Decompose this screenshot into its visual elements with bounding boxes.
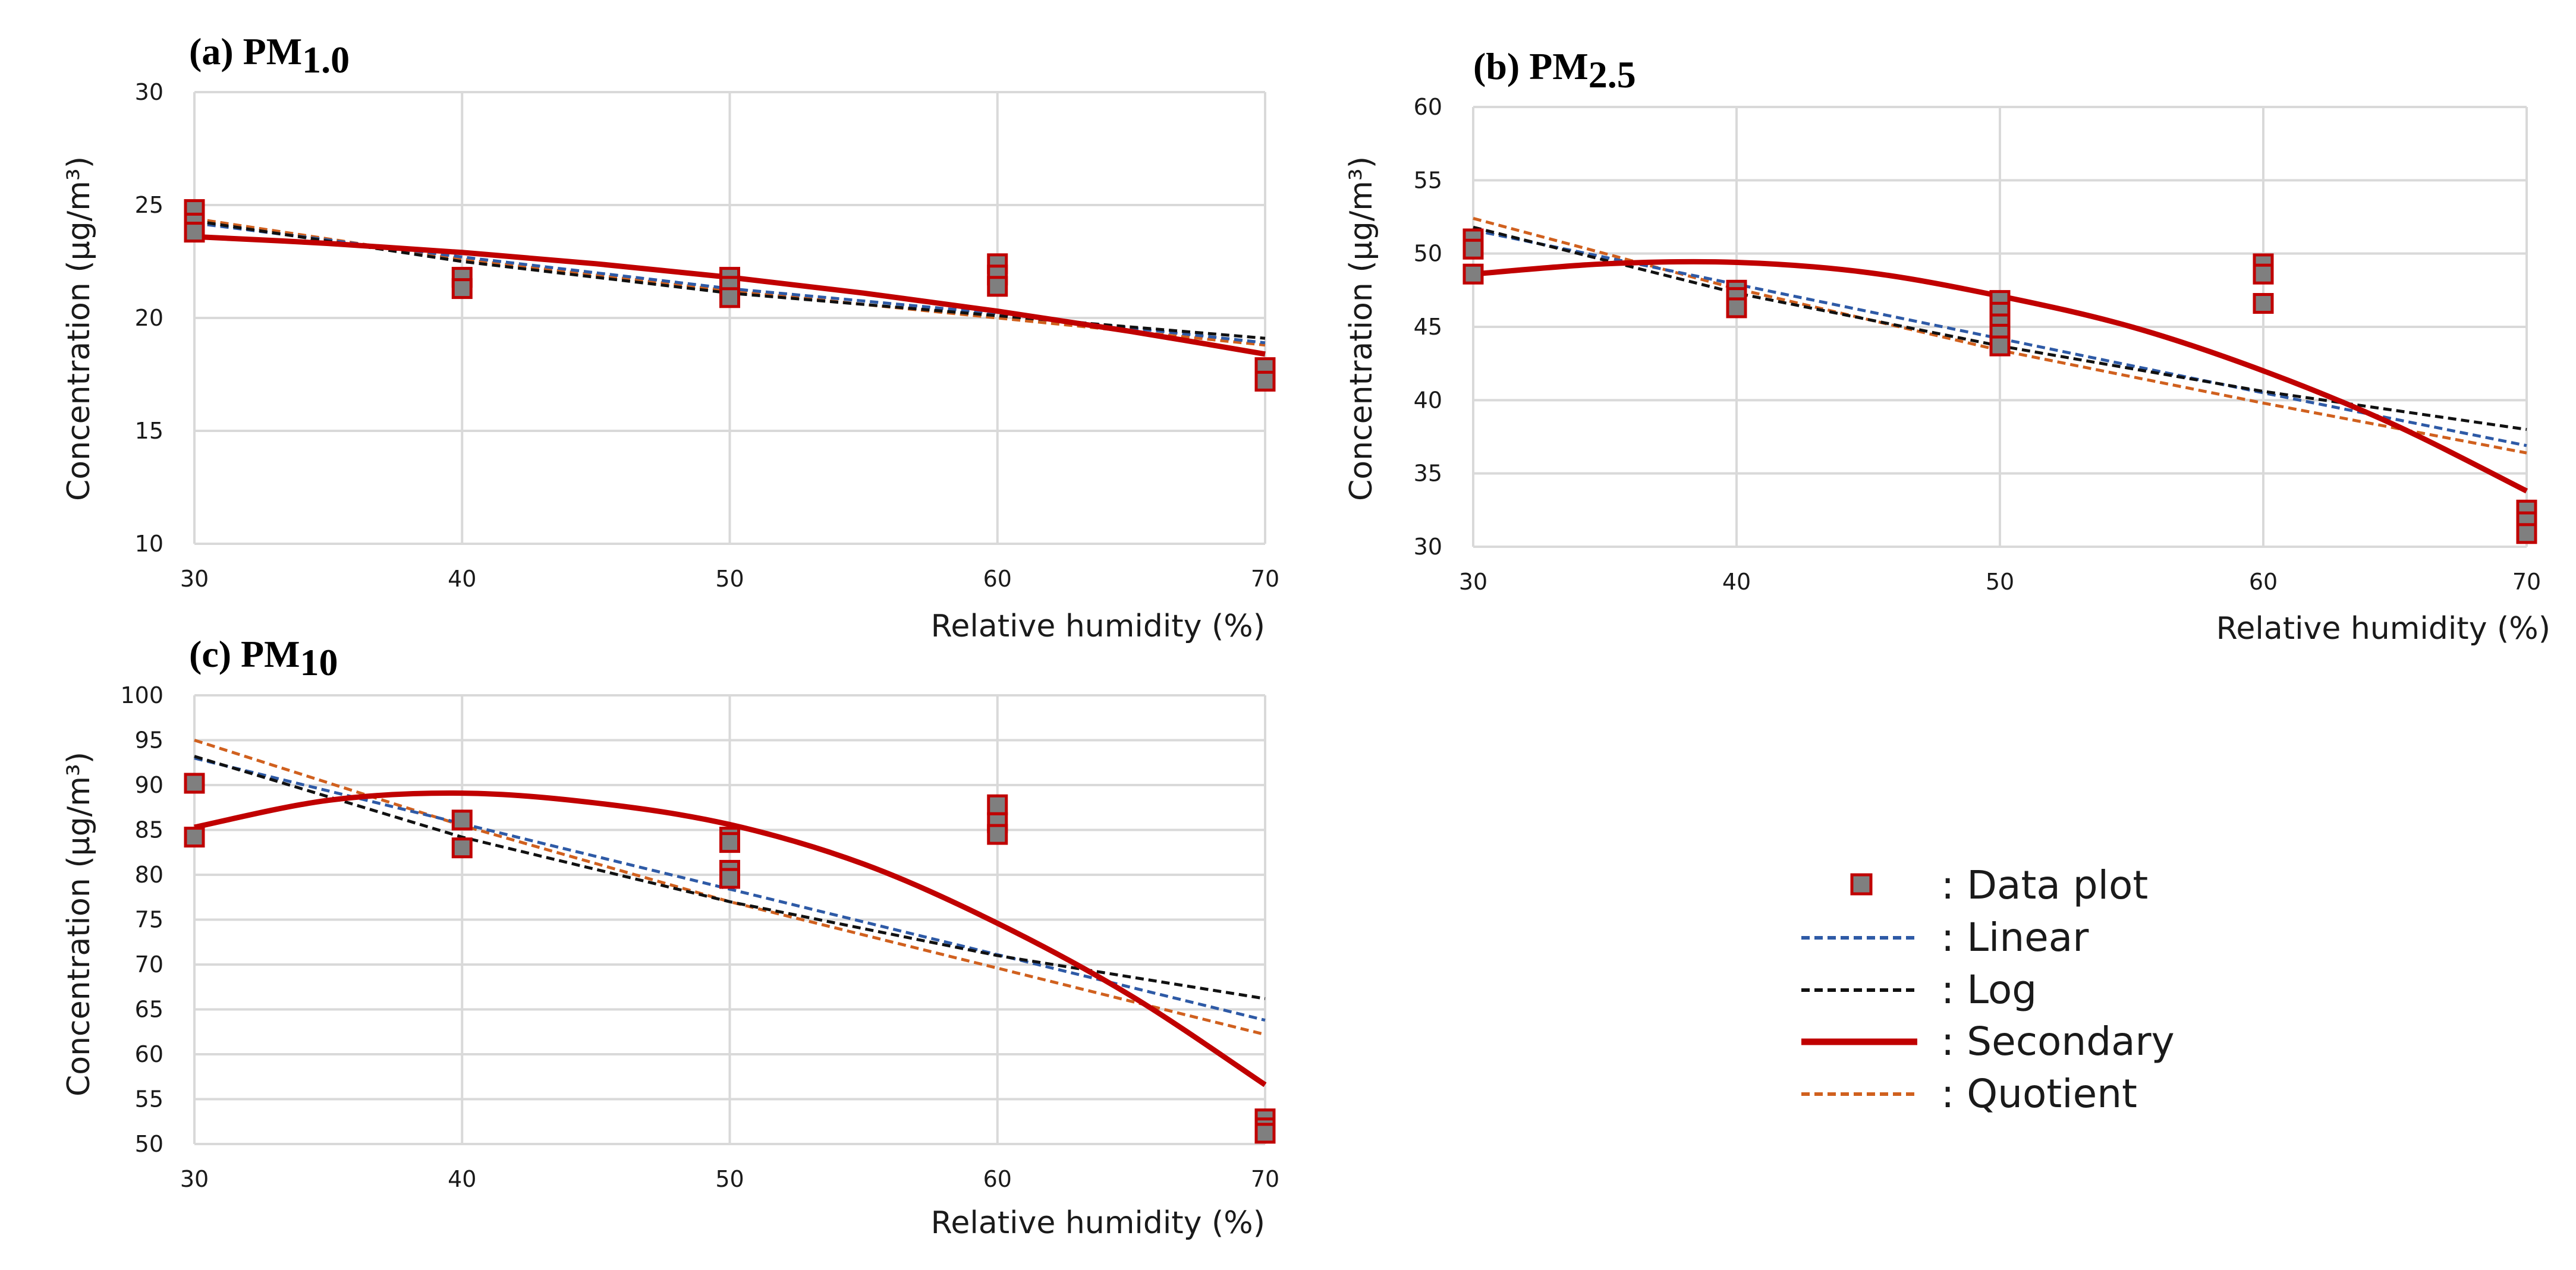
x-tick-label: 60 [2249,569,2278,595]
data-point [2253,263,2274,285]
secondary-fit-line [194,790,1267,1088]
panel-c-y-ticks: 50 55 60 65 70 75 80 85 90 95 100 [120,682,163,1157]
panel-a-y-ticks: 10 15 20 25 30 [135,79,163,557]
data-point [451,278,473,300]
legend-label-data-plot: : Data plot [1941,862,2148,908]
x-tick-label: 70 [1251,1166,1279,1192]
y-tick-label: 55 [1414,167,1442,193]
x-tick-label: 60 [983,1166,1012,1192]
y-tick-label: 45 [1414,314,1442,340]
y-tick-label: 55 [135,1086,163,1113]
panel-a-grid [193,91,1266,545]
panel-a-y-axis-title: Concentration (μg/m³) [61,156,97,501]
panel-c-pm10: (c) PM10 50 55 60 65 70 75 80 85 90 95 100 30 40 50 6… [61,633,1279,1241]
panel-b-pm25: (b) PM2.5 30 35 40 45 50 55 60 30 40 50 60 70 Conc… [1344,45,2550,647]
x-tick-label: 50 [715,566,744,592]
x-tick-label: 40 [1722,569,1751,595]
panel-a-x-axis-title: Relative humidity (%) [931,609,1265,644]
data-point [719,832,740,853]
legend-item-quotient: : Quotient [1801,1071,2137,1117]
x-tick-label: 30 [180,1166,209,1192]
panel-c-grid [193,694,1266,1145]
panel-c-fit-lines [194,739,1267,1088]
panel-b-x-ticks: 30 40 50 60 70 [1459,569,2541,595]
legend-item-data-plot: : Data plot [1850,862,2148,908]
panel-a-data-points [184,199,1276,392]
panel-c-x-axis-title: Relative humidity (%) [931,1205,1265,1241]
data-point [2253,293,2274,314]
data-point [1462,238,1484,260]
data-point [1462,263,1484,285]
x-tick-label: 70 [2512,569,2541,595]
y-tick-label: 20 [135,305,163,331]
data-point [1254,370,1276,392]
y-tick-label: 50 [135,1131,163,1157]
data-point [184,222,205,243]
x-tick-label: 30 [180,566,209,592]
panel-c-y-axis-title: Concentration (μg/m³) [61,752,97,1096]
legend-label-secondary: : Secondary [1941,1019,2175,1064]
x-tick-label: 60 [983,566,1012,592]
panel-b-grid [1472,106,2528,548]
y-tick-label: 80 [135,862,163,888]
panel-c-title: (c) PM10 [189,633,338,683]
panel-c-x-ticks: 30 40 50 60 70 [180,1166,1279,1192]
x-tick-label: 30 [1459,569,1487,595]
data-point [1726,297,1747,319]
y-tick-label: 10 [135,531,163,557]
y-tick-label: 30 [135,79,163,105]
linear-fit-line [194,757,1266,1022]
y-tick-label: 90 [135,772,163,798]
y-tick-label: 30 [1414,534,1442,560]
data-point [184,827,205,848]
data-point [451,809,473,831]
legend-label-linear: : Linear [1941,915,2089,960]
data-point [1254,1123,1276,1144]
panel-a-pm1: (a) PM1.0 10 15 20 25 30 30 40 50 60 70 Concentr… [61,30,1279,644]
y-tick-label: 25 [135,192,163,218]
y-tick-label: 35 [1414,461,1442,487]
y-tick-label: 50 [1414,241,1442,267]
data-point [987,276,1008,297]
legend-label-log: : Log [1941,967,2037,1013]
y-tick-label: 95 [135,727,163,754]
y-tick-label: 100 [120,682,163,708]
y-tick-label: 40 [1414,387,1442,413]
panel-c-data-points [184,773,1276,1144]
legend-item-linear: : Linear [1801,915,2089,960]
legend-item-log: : Log [1801,967,2037,1013]
x-tick-label: 50 [715,1166,744,1192]
data-point [184,773,205,794]
y-tick-label: 60 [135,1041,163,1067]
data-point [987,794,1008,815]
panel-b-data-points [1462,228,2537,544]
panel-a-title: (a) PM1.0 [189,30,350,81]
square-marker-icon [1850,873,1873,896]
data-point [719,287,740,308]
y-tick-label: 15 [135,418,163,444]
x-tick-label: 40 [448,566,476,592]
y-tick-label: 75 [135,907,163,933]
panel-b-y-ticks: 30 35 40 45 50 55 60 [1414,94,1442,560]
x-tick-label: 50 [1986,569,2014,595]
legend-label-quotient: : Quotient [1941,1071,2137,1117]
data-point [2516,523,2537,544]
x-tick-label: 40 [448,1166,476,1192]
data-point [987,824,1008,845]
y-tick-label: 85 [135,817,163,843]
y-tick-label: 60 [1414,94,1442,120]
x-tick-label: 70 [1251,566,1279,592]
data-point [719,868,740,889]
y-tick-label: 65 [135,997,163,1023]
panel-b-title: (b) PM2.5 [1473,45,1636,96]
panel-a-x-ticks: 30 40 50 60 70 [180,566,1279,592]
legend-item-secondary: : Secondary [1801,1019,2175,1064]
panel-b-x-axis-title: Relative humidity (%) [2216,611,2550,647]
data-point [451,837,473,859]
legend: : Data plot : Linear : Log : Secondary :… [1801,862,2175,1117]
y-tick-label: 70 [135,951,163,978]
panel-b-y-axis-title: Concentration (μg/m³) [1344,156,1379,501]
data-point [1989,335,2011,357]
